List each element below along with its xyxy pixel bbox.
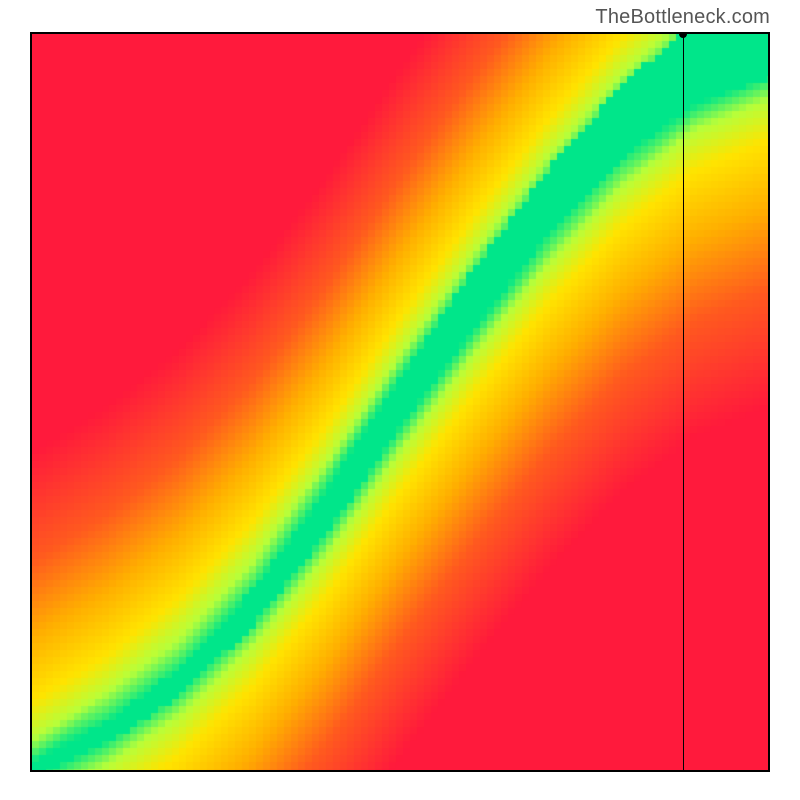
heatmap-plot (30, 32, 770, 772)
watermark-text: TheBottleneck.com (595, 6, 770, 29)
vertical-indicator-line (683, 34, 684, 770)
heatmap-canvas (32, 34, 768, 770)
chart-container: TheBottleneck.com (0, 0, 800, 800)
